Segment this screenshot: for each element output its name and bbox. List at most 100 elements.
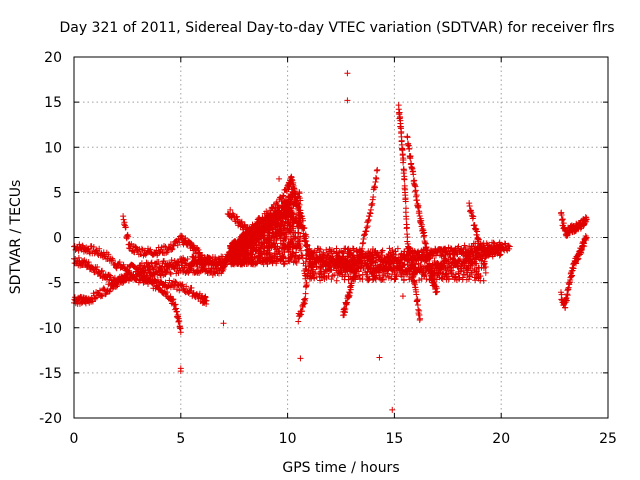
outlier-point [220,320,227,327]
x-tick-label: 15 [385,431,403,447]
data-point [186,287,193,294]
data-point [280,192,287,199]
data-point [116,259,123,266]
y-tick-label: 0 [53,231,62,247]
x-tick-label: 5 [176,431,185,447]
data-point [192,254,199,261]
data-points-layer [71,70,590,413]
data-point [99,293,106,300]
data-point [233,213,240,220]
data-point [303,233,310,240]
data-point [94,263,101,270]
y-axis-label: SDTVAR / TECUs [8,180,24,295]
data-point [162,279,169,286]
chart-title: Day 321 of 2011, Sidereal Day-to-day VTE… [59,20,614,36]
data-point [466,202,473,209]
data-point [147,246,154,253]
data-point [148,273,155,280]
data-point [328,276,335,283]
data-point [100,285,107,292]
data-point [188,284,195,291]
data-point [140,270,147,277]
outlier-point [297,355,304,362]
data-point [413,291,420,298]
data-point [184,256,191,263]
data-point [125,233,132,240]
data-point [302,290,309,297]
data-point [222,261,229,268]
data-point [195,246,202,253]
data-point [148,259,155,266]
data-point [109,257,116,264]
ticks-layer: 0 5 10 15 20 25 -20 -15 -10 -5 0 5 10 15 20 [39,50,617,447]
data-point [157,278,164,285]
data-point [298,308,305,315]
data-point [333,277,340,284]
data-point [341,311,348,318]
data-point [120,261,127,268]
data-point [301,225,308,232]
x-tick-label: 10 [279,431,297,447]
data-point [183,283,190,290]
y-tick-label: -15 [39,366,62,382]
data-point [392,276,399,283]
data-point [227,206,234,213]
data-point [96,287,103,294]
data-point [170,242,177,249]
data-point [222,262,229,269]
data-point [75,254,82,261]
data-point [480,277,487,284]
data-point [85,259,92,266]
data-point [188,260,195,267]
data-point [98,292,105,299]
data-point [164,249,171,256]
outlier-point [389,406,396,413]
data-point [413,197,420,204]
data-point [171,282,178,289]
data-point [370,194,377,201]
y-tick-label: 5 [53,185,62,201]
data-point [166,277,173,284]
data-point [485,241,492,248]
x-tick-label: 0 [70,431,79,447]
data-point [186,289,193,296]
data-point [177,329,184,336]
data-point [490,239,497,246]
data-point [141,269,148,276]
data-point [401,176,408,183]
data-point [86,249,93,256]
data-point [342,306,349,313]
x-tick-label: 25 [599,431,617,447]
data-point [120,278,127,285]
data-point [462,244,469,251]
data-point [238,219,245,226]
data-point [402,186,409,193]
data-point [105,251,112,258]
data-point [167,270,174,277]
data-point [303,282,310,289]
data-point [403,224,410,231]
data-point [133,276,140,283]
data-point [85,262,92,269]
data-point [491,240,498,247]
data-point [169,245,176,252]
grid-layer [74,57,608,418]
y-tick-label: 15 [44,95,62,111]
data-point [347,286,354,293]
data-point [505,242,512,249]
data-point [501,240,508,247]
data-point [179,281,186,288]
outlier-point [376,354,383,361]
data-point [364,223,371,230]
data-point [113,265,120,272]
data-point [99,267,106,274]
data-point [176,318,183,325]
data-point [170,296,177,303]
data-point [506,243,513,250]
data-point [263,208,270,215]
data-point [107,273,114,280]
data-point [110,276,117,283]
data-point [107,272,114,279]
